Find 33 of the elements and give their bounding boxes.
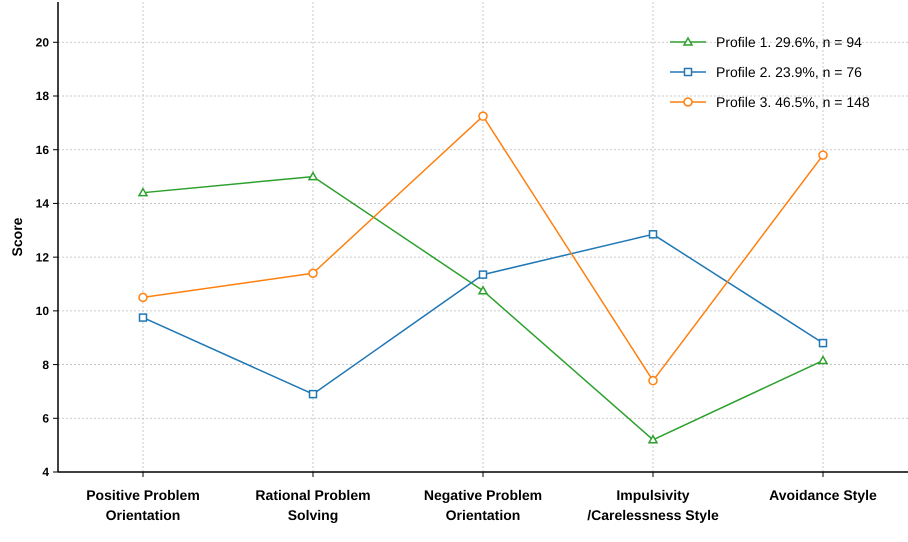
- point: [648, 230, 658, 239]
- x-tick-label: Impulsivity /Carelessness Style: [587, 487, 719, 523]
- legend-label: Profile 2. 23.9%, n = 76: [716, 64, 862, 80]
- x-tick-label: Avoidance Style: [769, 487, 878, 503]
- y-tick-label: 4: [42, 465, 50, 480]
- x-tick-label: Negative Problem Orientation: [424, 487, 542, 523]
- point: [648, 435, 658, 444]
- y-tick-label: 12: [36, 250, 50, 264]
- y-axis-title: Score: [9, 217, 25, 256]
- point: [478, 270, 488, 279]
- y-tick-label: 14: [36, 196, 50, 211]
- point: [818, 150, 828, 160]
- y-tick-label: 10: [36, 304, 50, 318]
- legend-label: Profile 1. 29.6%, n = 94: [716, 34, 862, 50]
- y-tick-label: 16: [36, 142, 50, 157]
- point: [308, 172, 318, 180]
- legend-label: Profile 3. 46.5%, n = 148: [716, 94, 870, 110]
- point: [818, 338, 828, 348]
- point: [818, 356, 828, 364]
- point: [308, 268, 318, 278]
- point: [138, 188, 148, 196]
- y-tick-label: 6: [42, 411, 50, 426]
- point: [478, 111, 488, 121]
- point: [648, 376, 658, 386]
- y-tick-label: 18: [36, 89, 50, 104]
- y-tick-label: 20: [36, 35, 50, 50]
- x-tick-label: Positive Problem Orientation: [86, 487, 200, 523]
- point: [308, 390, 318, 398]
- point: [478, 286, 488, 294]
- point: [138, 313, 148, 322]
- y-tick-label: 8: [42, 358, 50, 372]
- point: [138, 292, 148, 302]
- x-tick-label: Rational Problem Solving: [255, 487, 371, 523]
